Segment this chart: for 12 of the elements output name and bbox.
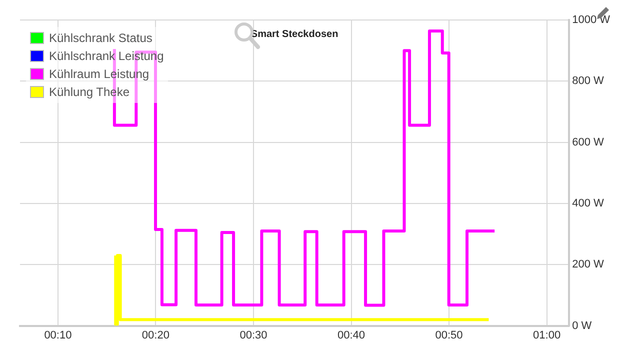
x-tick-label: 00:30 bbox=[240, 329, 268, 342]
x-tick-label: 00:10 bbox=[44, 329, 72, 342]
y-tick-label: 0 W bbox=[572, 320, 592, 332]
y-tick-label: 600 W bbox=[572, 136, 604, 148]
y-tick-label: 800 W bbox=[572, 75, 604, 88]
x-tick-label: 00:40 bbox=[338, 329, 366, 342]
y-tick-label: 200 W bbox=[572, 258, 604, 271]
legend-label: Kühlschrank Status bbox=[49, 31, 152, 45]
x-tick-label: 01:00 bbox=[533, 329, 561, 342]
x-tick-label: 00:20 bbox=[142, 329, 170, 342]
x-tick-label: 00:50 bbox=[435, 329, 463, 342]
y-tick-label: 400 W bbox=[572, 198, 604, 210]
